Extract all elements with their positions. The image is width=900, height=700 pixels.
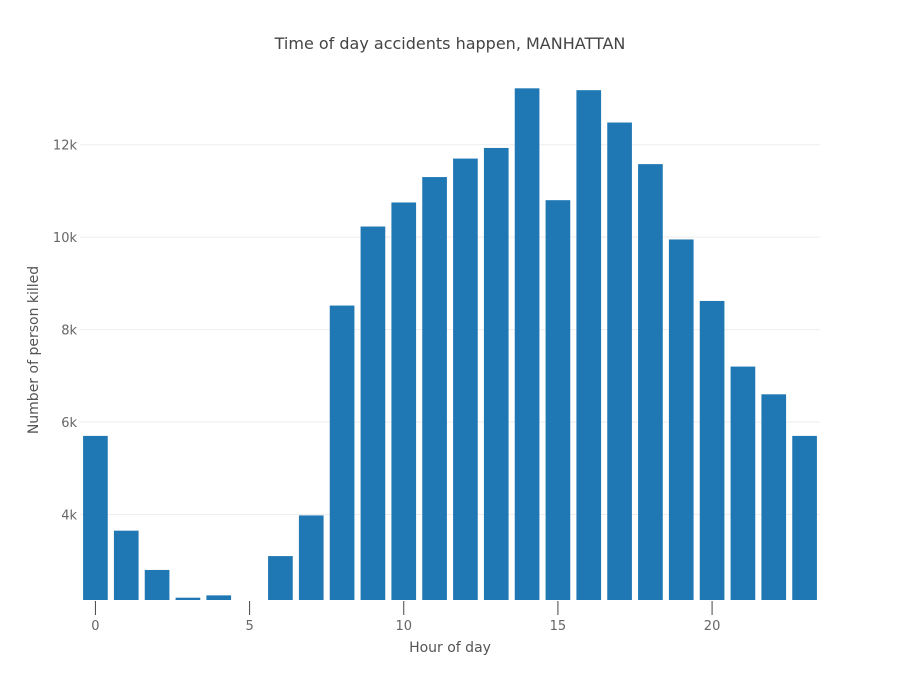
bars — [83, 88, 817, 601]
bar-hour-20 — [699, 300, 725, 600]
x-tick-label: 10 — [395, 619, 412, 634]
bar-hour-10 — [391, 202, 417, 600]
bar-hour-15 — [545, 200, 571, 600]
bar-hour-9 — [360, 226, 386, 600]
bar-hour-17 — [607, 122, 632, 600]
y-axis-title: Number of person killed — [26, 266, 42, 434]
x-tick-label: 15 — [550, 619, 567, 634]
bar-hour-4 — [206, 595, 232, 600]
bar-hour-22 — [761, 394, 787, 600]
x-axis: 0 5 10 15 20 — [91, 601, 720, 634]
y-axis: 4k 6k 8k 10k 12k — [53, 139, 78, 524]
y-tick-label: 12k — [53, 139, 78, 154]
bar-hour-12 — [453, 158, 478, 601]
bar-hour-23 — [792, 435, 817, 600]
bar-hour-3 — [175, 597, 201, 600]
bar-hour-21 — [730, 366, 756, 600]
bar-hour-11 — [422, 177, 447, 601]
bar-hour-13 — [483, 147, 509, 601]
y-tick-label: 6k — [61, 416, 77, 431]
bar-hour-1 — [113, 530, 139, 600]
y-tick-label: 4k — [61, 508, 77, 523]
x-axis-title: Hour of day — [409, 640, 491, 656]
y-tick-label: 8k — [61, 324, 77, 339]
bar-hour-19 — [668, 239, 694, 600]
x-tick-label: 5 — [245, 619, 253, 634]
gridlines — [80, 144, 820, 515]
bar-hour-0 — [83, 435, 108, 600]
bar-hour-2 — [144, 569, 170, 600]
bar-hour-16 — [576, 90, 602, 601]
chart-title: Time of day accidents happen, MANHATTAN — [274, 34, 626, 53]
x-tick-label: 20 — [704, 619, 721, 634]
bar-hour-18 — [638, 164, 663, 600]
bar-hour-14 — [514, 88, 540, 600]
y-tick-label: 10k — [53, 231, 78, 246]
bar-hour-6 — [268, 556, 293, 600]
x-tick-label: 0 — [91, 619, 99, 634]
bar-hour-8 — [329, 305, 355, 600]
bar-hour-7 — [298, 515, 324, 600]
